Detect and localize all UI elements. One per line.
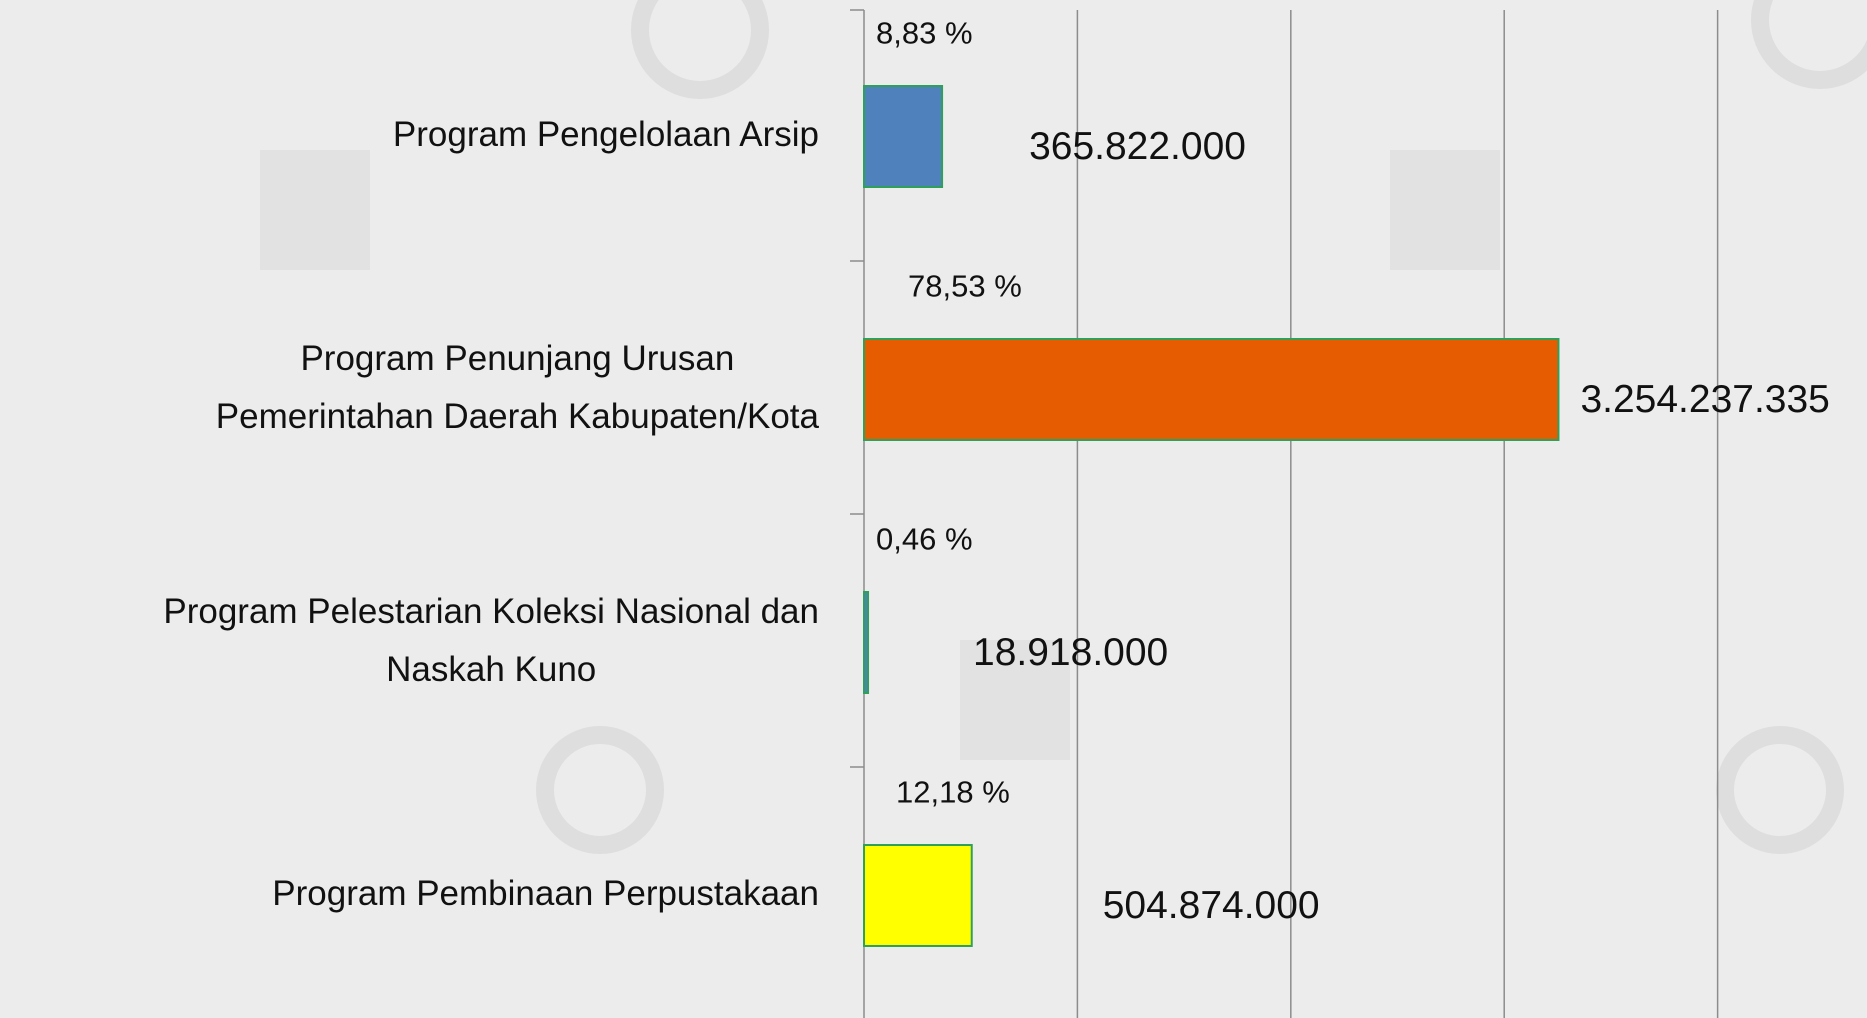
bar: [863, 85, 944, 188]
percent-label: 12,18 %: [896, 775, 1010, 810]
value-label: 18.918.000: [973, 631, 1168, 674]
percent-label: 8,83 %: [876, 16, 973, 51]
bar: [863, 844, 973, 947]
value-label: 3.254.237.335: [1580, 378, 1829, 421]
bar: [863, 591, 870, 694]
background-decor: [260, 0, 1867, 854]
percent-label: 0,46 %: [876, 522, 973, 557]
bar: [863, 338, 1560, 441]
percent-label: 78,53 %: [908, 269, 1022, 304]
category-label: Program Pelestarian Koleksi Nasional dan: [163, 592, 819, 631]
category-label: Program Pembinaan Perpustakaan: [272, 874, 819, 913]
category-label: Program Pengelolaan Arsip: [393, 115, 819, 154]
category-label: Program Penunjang Urusan: [300, 339, 734, 378]
category-label: Naskah Kuno: [386, 650, 596, 689]
value-label: 504.874.000: [1103, 884, 1320, 927]
value-label: 365.822.000: [1029, 125, 1246, 168]
category-label: Pemerintahan Daerah Kabupaten/Kota: [216, 397, 820, 436]
